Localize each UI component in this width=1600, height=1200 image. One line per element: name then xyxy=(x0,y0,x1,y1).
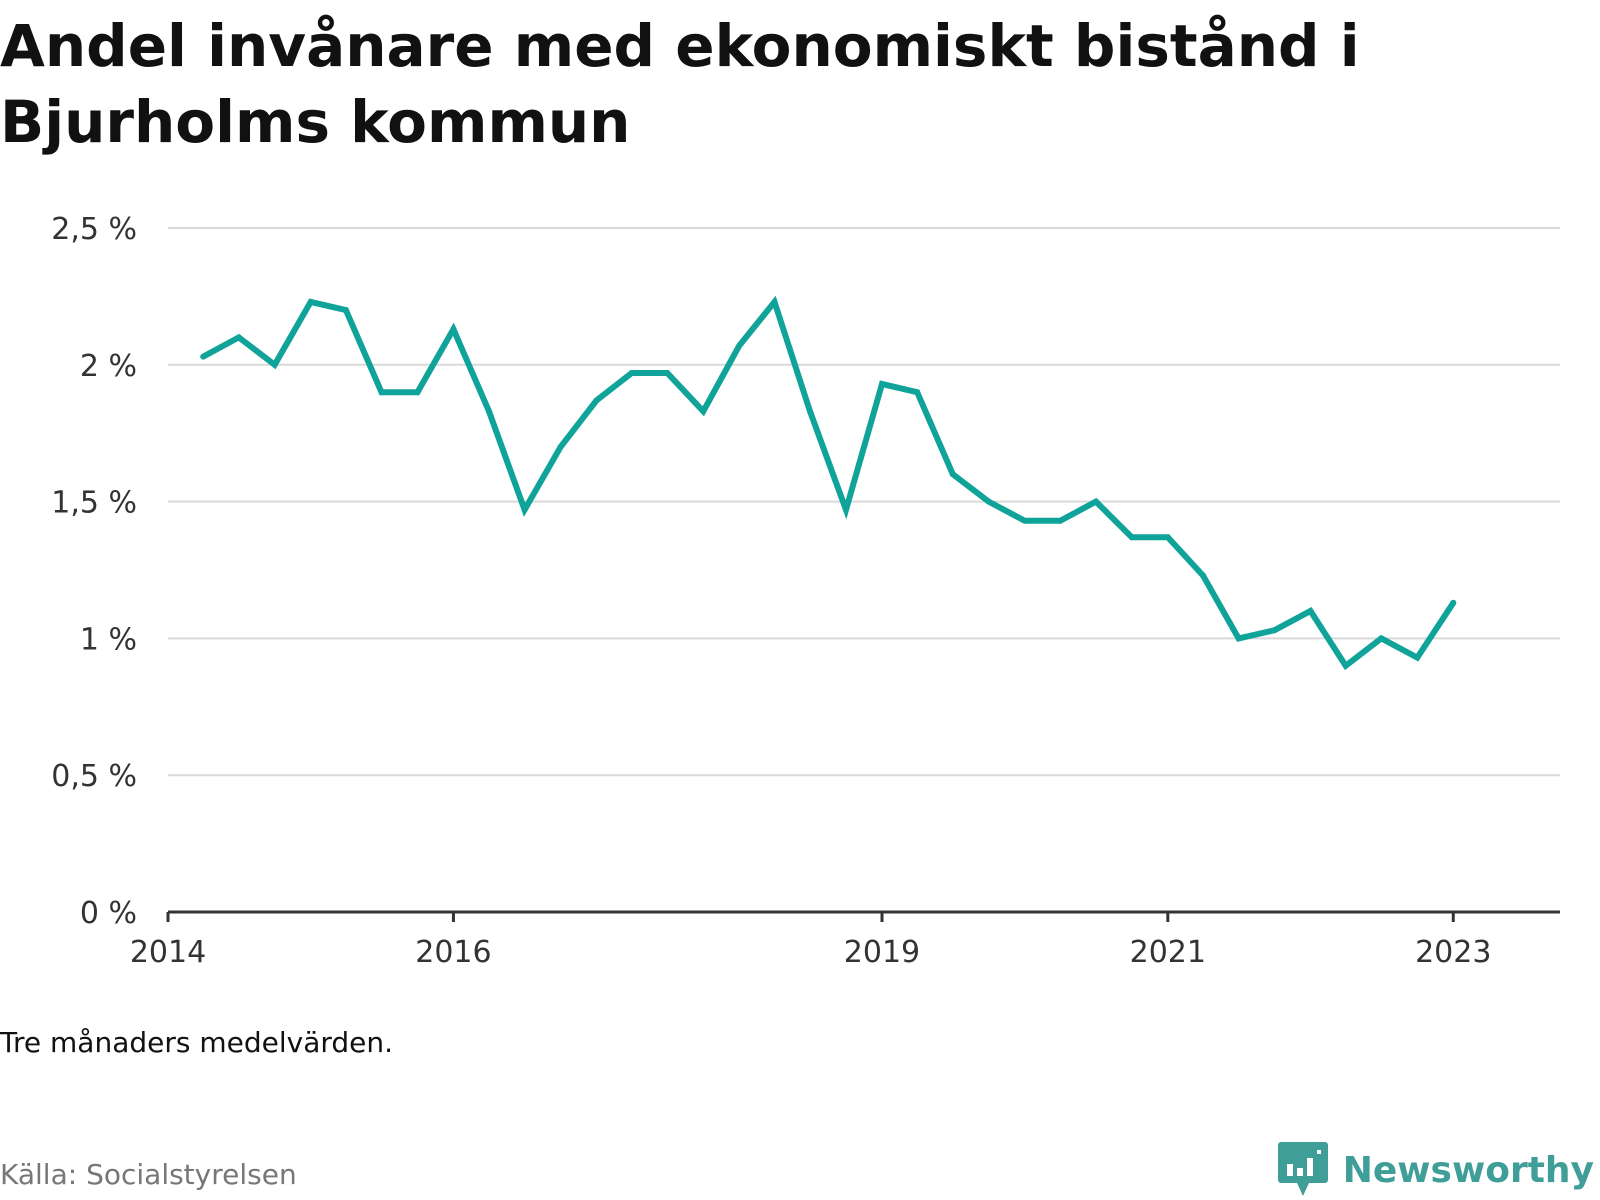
data-point xyxy=(949,471,956,478)
x-tick-label: 2014 xyxy=(130,935,206,970)
data-point xyxy=(771,298,778,305)
data-point xyxy=(593,397,600,404)
newsworthy-bar-chart-icon xyxy=(1277,1142,1328,1196)
data-point xyxy=(628,370,635,376)
series-layer xyxy=(200,295,1457,671)
brand-name: Newsworthy xyxy=(1342,1149,1594,1191)
data-point xyxy=(1342,662,1349,669)
data-point xyxy=(486,408,492,415)
y-tick-label: 0,5 % xyxy=(51,759,137,794)
data-point xyxy=(450,326,457,333)
y-tick-label: 1,5 % xyxy=(51,486,137,521)
data-point xyxy=(1414,654,1421,661)
data-point xyxy=(1092,498,1099,505)
data-point xyxy=(1021,517,1028,524)
data-point xyxy=(557,443,564,450)
x-tick-label: 2016 xyxy=(415,935,491,970)
data-point xyxy=(521,506,528,513)
data-point xyxy=(700,408,707,415)
data-point xyxy=(271,361,278,368)
chart-note: Tre månaders medelvärden. xyxy=(0,1026,394,1059)
data-point xyxy=(879,381,885,387)
data-point xyxy=(1307,608,1314,614)
data-point xyxy=(1450,599,1457,606)
y-tick-label: 1 % xyxy=(80,622,137,657)
source-credit: Källa: Socialstyrelsen xyxy=(0,1158,297,1191)
data-point xyxy=(1235,635,1242,642)
data-point xyxy=(807,408,813,415)
data-point xyxy=(843,506,849,513)
data-point xyxy=(378,389,385,396)
data-point xyxy=(200,353,207,360)
data-point xyxy=(736,342,743,349)
data-point xyxy=(1378,635,1385,642)
y-tick-label: 2,5 % xyxy=(51,212,137,247)
data-point xyxy=(1200,572,1206,579)
data-point xyxy=(235,334,242,341)
data-point xyxy=(1128,534,1135,541)
data-point xyxy=(1164,534,1171,541)
data-point xyxy=(664,370,671,376)
data-point xyxy=(414,389,421,396)
data-point xyxy=(307,298,314,305)
y-tick-label: 0 % xyxy=(80,896,137,931)
brand-logo: Newsworthy xyxy=(1277,1140,1594,1200)
x-tick-label: 2023 xyxy=(1415,935,1491,970)
data-point xyxy=(914,389,921,396)
data-point xyxy=(1271,627,1278,634)
gridlines xyxy=(168,227,1560,777)
data-point xyxy=(1057,517,1064,524)
y-axis-tick-labels: 0 % 0,5 % 1 % 1,5 % 2 % 2,5 % xyxy=(51,212,137,931)
series-line xyxy=(201,295,1456,671)
data-point xyxy=(985,498,992,505)
x-tick-label: 2019 xyxy=(844,935,920,970)
x-tick-label: 2021 xyxy=(1130,935,1206,970)
chart-title: Andel invånare med ekonomiskt bistånd i … xyxy=(0,12,1360,156)
data-point xyxy=(342,307,349,314)
x-axis-ticks: 2014 2016 2019 2021 2023 xyxy=(130,912,1491,970)
y-tick-label: 2 % xyxy=(80,349,137,384)
